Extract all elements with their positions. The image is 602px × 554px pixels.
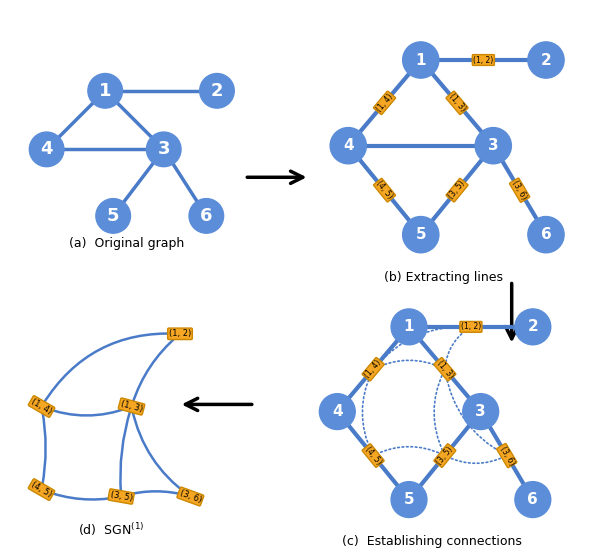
Circle shape (515, 481, 551, 517)
Text: (3, 6): (3, 6) (510, 179, 529, 201)
Circle shape (475, 127, 511, 164)
Text: (3, 6): (3, 6) (498, 444, 516, 466)
Text: (c)  Establishing connections: (c) Establishing connections (342, 536, 522, 548)
Text: (4, 5): (4, 5) (363, 445, 383, 466)
Text: (1, 2): (1, 2) (473, 55, 494, 64)
Text: 1: 1 (415, 53, 426, 68)
Circle shape (29, 132, 64, 167)
Text: (1, 4): (1, 4) (374, 92, 394, 114)
FancyArrowPatch shape (375, 327, 468, 367)
Text: 2: 2 (211, 82, 223, 100)
Circle shape (330, 127, 367, 164)
Text: 6: 6 (541, 227, 551, 242)
Text: (d)  SGN$^{(1)}$: (d) SGN$^{(1)}$ (78, 521, 144, 538)
FancyArrowPatch shape (43, 334, 177, 404)
FancyArrowPatch shape (445, 329, 468, 366)
Text: 5: 5 (415, 227, 426, 242)
Text: 5: 5 (107, 207, 119, 225)
Text: 6: 6 (200, 207, 213, 225)
Text: (3, 5): (3, 5) (110, 490, 133, 503)
Text: 4: 4 (343, 138, 353, 153)
FancyArrowPatch shape (447, 457, 504, 463)
Text: (3, 6): (3, 6) (178, 489, 202, 505)
FancyArrowPatch shape (445, 372, 504, 454)
FancyArrowPatch shape (44, 408, 129, 416)
Circle shape (320, 394, 355, 429)
FancyArrowPatch shape (376, 360, 442, 368)
Circle shape (96, 198, 131, 233)
FancyArrowPatch shape (44, 491, 119, 500)
Text: 3: 3 (476, 404, 486, 419)
Text: 2: 2 (527, 319, 538, 335)
Text: 1: 1 (99, 82, 111, 100)
Text: (3, 5): (3, 5) (435, 445, 455, 466)
Circle shape (189, 198, 223, 233)
Text: (b) Extracting lines: (b) Extracting lines (384, 271, 503, 284)
Circle shape (391, 481, 427, 517)
FancyArrowPatch shape (376, 447, 442, 454)
FancyArrowPatch shape (132, 409, 188, 495)
FancyArrowPatch shape (42, 409, 46, 487)
FancyArrowPatch shape (124, 491, 188, 496)
Text: 6: 6 (527, 492, 538, 507)
Text: 2: 2 (541, 53, 551, 68)
FancyArrowPatch shape (120, 409, 131, 494)
FancyArrowPatch shape (362, 372, 372, 453)
Text: 3: 3 (158, 140, 170, 158)
Circle shape (515, 309, 551, 345)
Text: (4, 5): (4, 5) (374, 179, 394, 201)
Text: (1, 2): (1, 2) (169, 329, 191, 338)
Circle shape (88, 74, 122, 108)
Circle shape (403, 42, 439, 78)
Text: (1, 2): (1, 2) (461, 322, 481, 331)
Text: (1, 3): (1, 3) (120, 399, 143, 414)
Circle shape (403, 217, 439, 253)
Text: (4, 5): (4, 5) (29, 480, 54, 499)
Text: 4: 4 (332, 404, 343, 419)
Text: 4: 4 (40, 140, 53, 158)
Text: (a)  Original graph: (a) Original graph (69, 238, 184, 250)
Text: 1: 1 (404, 319, 414, 335)
Circle shape (391, 309, 427, 345)
Text: (1, 3): (1, 3) (447, 92, 467, 114)
Circle shape (528, 42, 564, 78)
Circle shape (200, 74, 234, 108)
Text: (1, 3): (1, 3) (435, 358, 455, 380)
Text: (3, 5): (3, 5) (447, 179, 467, 201)
Circle shape (146, 132, 181, 167)
Circle shape (463, 394, 498, 429)
FancyArrowPatch shape (434, 372, 444, 453)
FancyArrowPatch shape (132, 336, 178, 404)
Circle shape (528, 217, 564, 253)
Text: 5: 5 (404, 492, 414, 507)
Text: (1, 4): (1, 4) (363, 358, 383, 380)
Text: (1, 4): (1, 4) (29, 397, 54, 416)
Text: 3: 3 (488, 138, 498, 153)
